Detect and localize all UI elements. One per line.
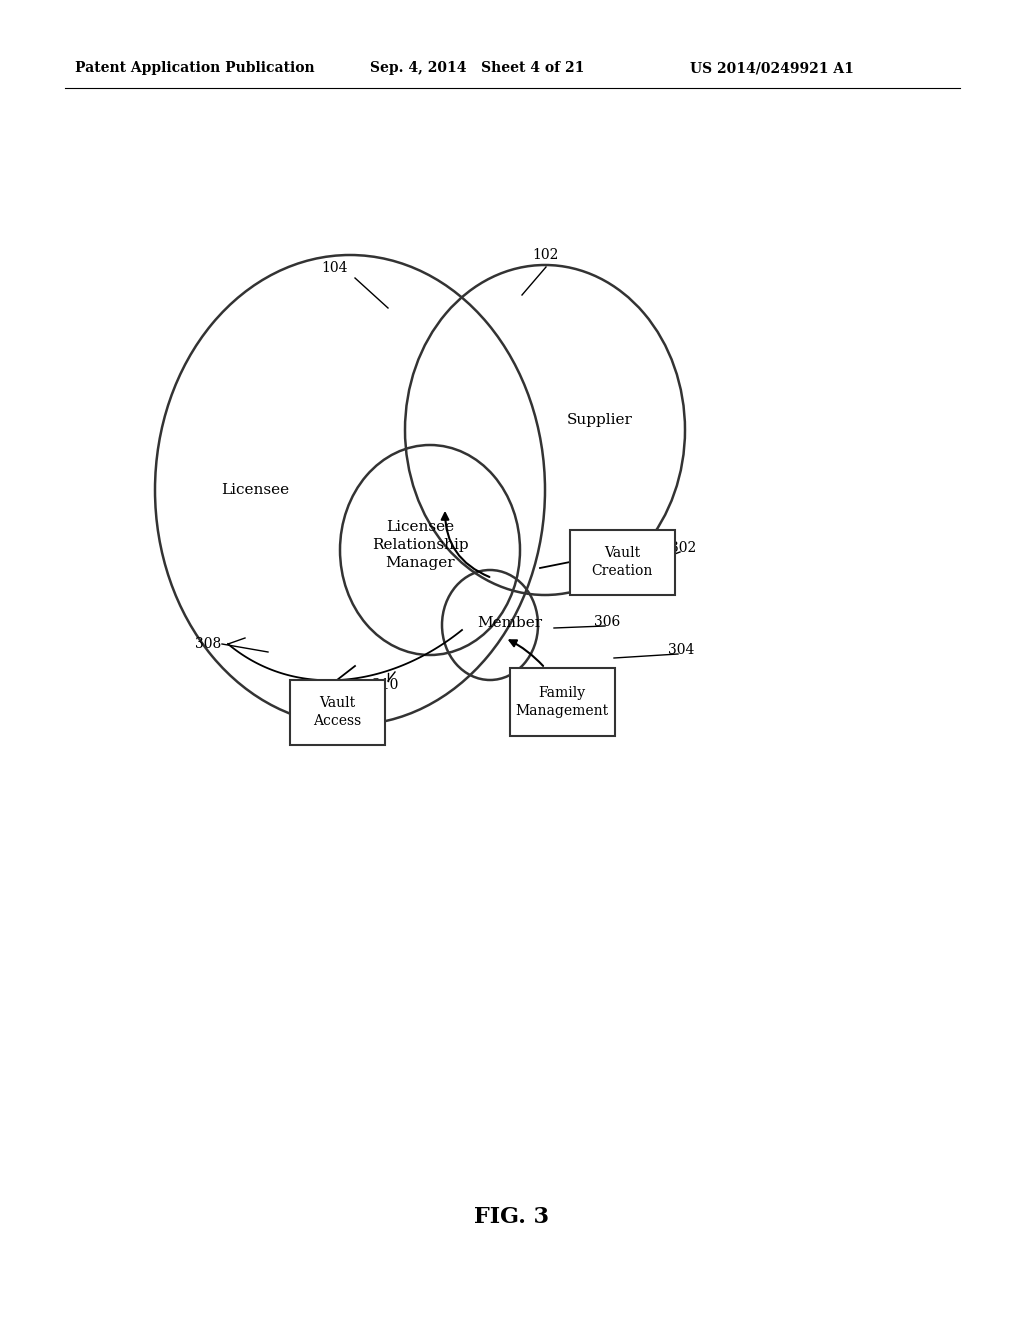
- Text: 308: 308: [195, 638, 221, 651]
- Text: Vault
Access: Vault Access: [313, 696, 361, 729]
- Text: Licensee
Relationship
Manager: Licensee Relationship Manager: [372, 520, 468, 570]
- Text: 306: 306: [594, 615, 621, 630]
- Text: Sep. 4, 2014   Sheet 4 of 21: Sep. 4, 2014 Sheet 4 of 21: [370, 61, 585, 75]
- Text: Vault
Creation: Vault Creation: [591, 545, 652, 578]
- Text: FIG. 3: FIG. 3: [474, 1206, 550, 1228]
- Text: Member: Member: [477, 616, 543, 630]
- FancyBboxPatch shape: [510, 668, 615, 737]
- Text: Licensee: Licensee: [221, 483, 289, 498]
- Text: Supplier: Supplier: [567, 413, 633, 426]
- Text: Family
Management: Family Management: [515, 686, 608, 718]
- Text: 104: 104: [322, 261, 348, 275]
- Text: 304: 304: [668, 643, 694, 657]
- FancyBboxPatch shape: [570, 531, 675, 595]
- Text: US 2014/0249921 A1: US 2014/0249921 A1: [690, 61, 854, 75]
- FancyBboxPatch shape: [290, 680, 385, 744]
- Text: Patent Application Publication: Patent Application Publication: [75, 61, 314, 75]
- Text: 310: 310: [372, 678, 398, 692]
- Text: 102: 102: [532, 248, 559, 261]
- Text: 302: 302: [670, 541, 696, 554]
